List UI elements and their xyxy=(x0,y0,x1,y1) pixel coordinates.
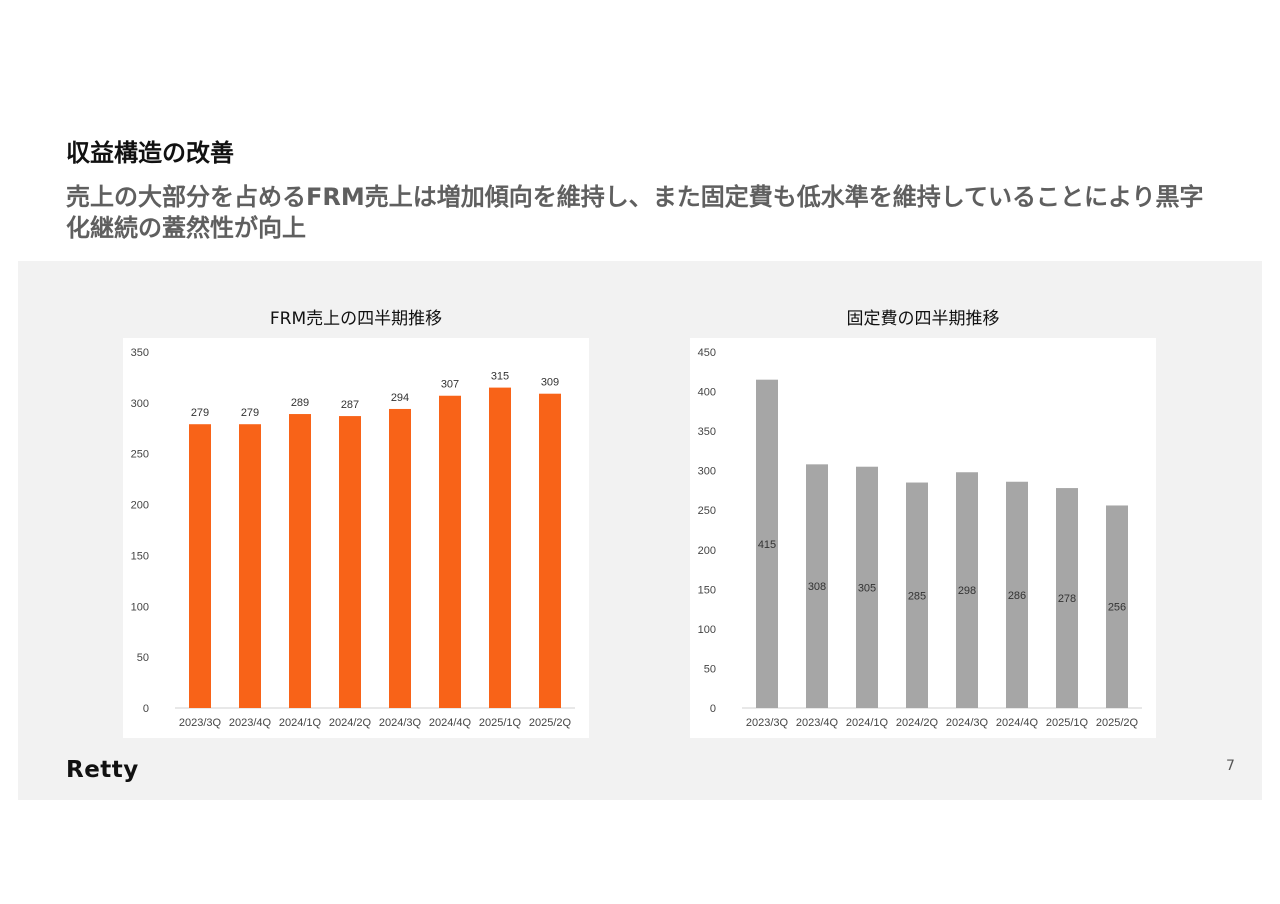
data-label: 279 xyxy=(241,407,259,419)
bar xyxy=(439,395,461,708)
data-label: 287 xyxy=(341,399,359,411)
data-label: 307 xyxy=(441,379,459,391)
bar xyxy=(289,414,311,708)
y-tick-label: 150 xyxy=(698,584,716,596)
x-tick-label: 2024/3Q xyxy=(379,717,422,729)
x-tick-label: 2025/1Q xyxy=(1046,717,1089,729)
bar xyxy=(389,408,411,708)
page-number: 7 xyxy=(1226,758,1235,774)
x-tick-label: 2024/1Q xyxy=(279,717,322,729)
bar xyxy=(906,482,928,708)
slide-title: 収益構造の改善 xyxy=(66,139,234,167)
retty-logo: Retty xyxy=(66,757,139,783)
data-label: 289 xyxy=(291,397,309,409)
bar xyxy=(956,472,978,708)
chart-frm-sales: 0 50 100 150 200 250 300 350 279 2023/3Q 279 2023/4… xyxy=(123,338,589,738)
bar xyxy=(339,416,361,708)
y-tick-label: 150 xyxy=(131,550,149,562)
chart-title-frm-sales: FRM売上の四半期推移 xyxy=(269,309,443,329)
chart-fixed-cost: 0 50 100 150 200 250 300 350 400 450 415 2023/3Q 308… xyxy=(690,338,1156,738)
x-tick-label: 2025/1Q xyxy=(479,717,522,729)
y-tick-label: 0 xyxy=(143,703,149,715)
data-label: 305 xyxy=(858,582,876,594)
bar xyxy=(539,393,561,708)
y-tick-label: 250 xyxy=(698,505,716,517)
data-label: 294 xyxy=(391,392,409,404)
x-tick-label: 2024/4Q xyxy=(996,717,1039,729)
x-tick-label: 2025/2Q xyxy=(529,717,572,729)
chart-title-fixed-cost: 固定費の四半期推移 xyxy=(846,309,1000,329)
y-tick-label: 200 xyxy=(698,545,716,557)
frm-sales-bar-chart: 0 50 100 150 200 250 300 350 279 2023/3Q 279 2023/4… xyxy=(131,347,575,729)
y-tick-label: 300 xyxy=(131,398,149,410)
data-label: 279 xyxy=(191,407,209,419)
y-tick-label: 200 xyxy=(131,500,149,512)
x-tick-label: 2024/4Q xyxy=(429,717,472,729)
y-tick-label: 100 xyxy=(698,624,716,636)
y-tick-label: 450 xyxy=(698,347,716,359)
data-label: 285 xyxy=(908,590,926,602)
bar xyxy=(489,387,511,708)
data-label: 286 xyxy=(1008,590,1026,602)
data-label: 298 xyxy=(958,585,976,597)
x-tick-label: 2025/2Q xyxy=(1096,717,1139,729)
y-tick-label: 100 xyxy=(131,601,149,613)
x-tick-label: 2024/1Q xyxy=(846,717,889,729)
y-tick-label: 250 xyxy=(131,449,149,461)
data-label: 415 xyxy=(758,539,776,551)
fixed-cost-bar-chart: 0 50 100 150 200 250 300 350 400 450 415 2023/3Q 308… xyxy=(698,347,1142,729)
x-tick-label: 2024/3Q xyxy=(946,717,989,729)
x-tick-label: 2023/3Q xyxy=(746,717,789,729)
x-tick-label: 2024/2Q xyxy=(896,717,939,729)
x-tick-label: 2023/4Q xyxy=(229,717,272,729)
data-label: 315 xyxy=(491,371,509,383)
y-tick-label: 400 xyxy=(698,387,716,399)
charts-panel: FRM売上の四半期推移 0 50 100 150 200 250 300 350 279 2023… xyxy=(18,261,1262,800)
data-label: 309 xyxy=(541,377,559,389)
bar xyxy=(239,424,261,708)
data-label: 278 xyxy=(1058,593,1076,605)
y-tick-label: 350 xyxy=(131,347,149,359)
data-label: 256 xyxy=(1108,602,1126,614)
bar xyxy=(1056,488,1078,708)
y-tick-label: 350 xyxy=(698,426,716,438)
bar xyxy=(756,379,778,708)
y-tick-label: 50 xyxy=(137,652,149,664)
data-label: 308 xyxy=(808,581,826,593)
bar xyxy=(1006,481,1028,708)
x-tick-label: 2023/4Q xyxy=(796,717,839,729)
y-tick-label: 0 xyxy=(710,703,716,715)
bar xyxy=(856,466,878,708)
bar xyxy=(806,464,828,708)
slide-subtitle: 売上の大部分を占めるFRM売上は増加傾向を維持し、また固定費も低水準を維持してい… xyxy=(66,183,1204,242)
y-tick-label: 300 xyxy=(698,466,716,478)
bar xyxy=(189,424,211,708)
x-tick-label: 2023/3Q xyxy=(179,717,222,729)
bar xyxy=(1106,505,1128,708)
y-tick-label: 50 xyxy=(704,663,716,675)
x-tick-label: 2024/2Q xyxy=(329,717,372,729)
